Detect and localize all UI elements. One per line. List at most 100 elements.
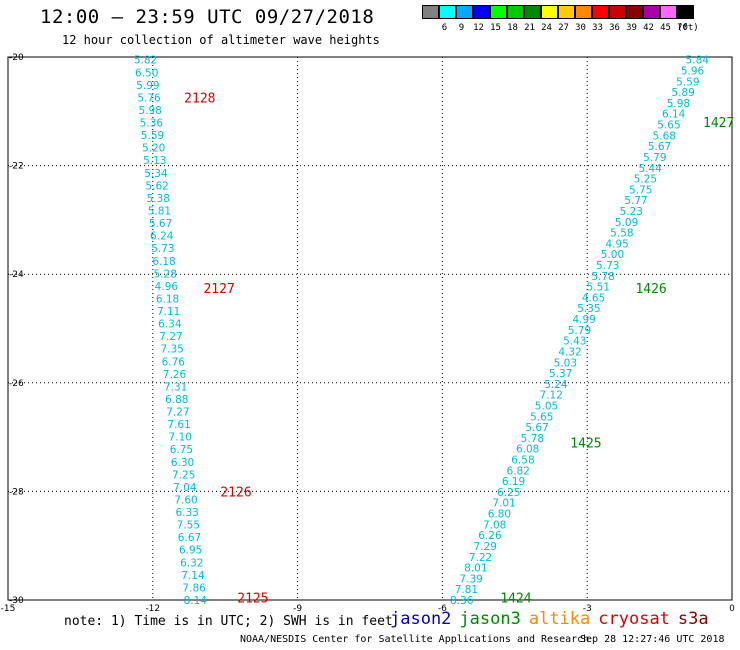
x-tick-label: -3 xyxy=(583,604,592,614)
wave-height-value: 7.29 xyxy=(474,541,497,553)
pass-number-label: 1424 xyxy=(500,591,531,606)
legend-swatch xyxy=(660,5,677,19)
legend-label: 70 xyxy=(677,23,688,33)
wave-height-value: 5.03 xyxy=(554,357,577,369)
legend-swatch xyxy=(541,5,558,19)
legend-label: 12 xyxy=(473,23,484,33)
wave-height-value: 5.38 xyxy=(147,193,170,205)
wave-height-value: 7.04 xyxy=(173,482,197,494)
wave-height-value: 8.01 xyxy=(464,563,487,575)
wave-height-value: 7.61 xyxy=(167,419,190,431)
legend-swatch xyxy=(677,5,694,19)
wave-height-value: 6.88 xyxy=(165,394,188,406)
wave-height-value: 6.95 xyxy=(179,545,202,557)
wave-height-value: 6.32 xyxy=(180,557,203,569)
wave-height-value: 5.68 xyxy=(653,130,676,142)
wave-height-value: 7.14 xyxy=(181,570,205,582)
wave-height-value: 7.26 xyxy=(163,369,187,381)
wave-height-value: 6.18 xyxy=(156,293,179,305)
wave-height-value: 7.81 xyxy=(455,584,478,596)
y-tick-label: -24 xyxy=(9,270,24,280)
satellite-legend: jason2 jason3 altika cryosat s3a xyxy=(390,609,717,629)
x-tick-label: -15 xyxy=(1,604,16,614)
pass-number-label: 2127 xyxy=(203,282,234,297)
wave-height-value: 5.43 xyxy=(563,336,586,348)
legend-label: 42 xyxy=(643,23,654,33)
legend-swatch xyxy=(592,5,609,19)
wave-height-value: 5.59 xyxy=(676,76,699,88)
wave-height-value: 6.76 xyxy=(162,356,186,368)
wave-height-value: 7.60 xyxy=(174,494,197,506)
wave-height-value: 7.01 xyxy=(492,498,515,510)
legend-label: 24 xyxy=(541,23,552,33)
wave-height-value: 5.35 xyxy=(577,303,600,315)
pass-number-label: 1425 xyxy=(570,437,601,452)
legend-label: 6 xyxy=(441,23,448,33)
wave-height-value: 5.67 xyxy=(648,141,671,153)
legend-swatch xyxy=(490,5,507,19)
wave-height-value: 6.33 xyxy=(175,507,198,519)
wave-height-value: 5.24 xyxy=(544,379,568,391)
wave-height-value: 4.96 xyxy=(155,281,179,293)
wave-height-value: 8.36 xyxy=(450,595,474,607)
wave-height-value: 6.08 xyxy=(516,444,539,456)
wave-height-value: 5.67 xyxy=(525,422,548,434)
wave-height-value: 5.34 xyxy=(144,168,168,180)
pass-number-label: 2128 xyxy=(184,92,215,107)
credit-text: NOAA/NESDIS Center for Satellite Applica… xyxy=(240,634,590,645)
pass-number-label: 1426 xyxy=(635,282,666,297)
satellite-name-altika: altika xyxy=(528,609,591,629)
wave-height-value: 7.35 xyxy=(160,344,183,356)
legend-label: 45 xyxy=(660,23,671,33)
wave-height-value: 5.82 xyxy=(134,55,157,67)
wave-height-value: 5.73 xyxy=(151,243,174,255)
wave-height-value: 5.25 xyxy=(634,174,657,186)
wave-height-value: 5.81 xyxy=(148,205,171,217)
wave-height-value: 5.89 xyxy=(671,87,694,99)
timestamp-text: Sep 28 12:27:46 UTC 2018 xyxy=(580,634,725,645)
wave-height-value: 7.08 xyxy=(483,519,506,531)
wave-height-value: 4.65 xyxy=(582,292,605,304)
footer: NOAA/NESDIS Center for Satellite Applica… xyxy=(240,634,725,645)
wave-height-value: 6.50 xyxy=(135,67,158,79)
y-tick-label: -28 xyxy=(9,487,24,497)
wave-height-value: 4.95 xyxy=(605,238,628,250)
y-tick-label: -22 xyxy=(9,162,24,172)
wave-height-value: 7.55 xyxy=(177,520,200,532)
wave-height-value: 5.67 xyxy=(149,218,172,230)
wave-height-value: 7.86 xyxy=(182,582,206,594)
wave-height-value: 7.12 xyxy=(540,390,563,402)
wave-height-value: 5.37 xyxy=(549,368,572,380)
wave-height-value: 5.79 xyxy=(643,152,666,164)
legend-label: 36 xyxy=(609,23,620,33)
wave-height-value: 5.78 xyxy=(591,271,614,283)
wave-height-value: 6.14 xyxy=(662,109,686,121)
map-frame xyxy=(7,56,733,601)
pass-number-label: 2126 xyxy=(220,485,251,500)
wave-height-value: 7.25 xyxy=(172,469,195,481)
wave-height-value: 8.14 xyxy=(184,595,208,607)
legend-label: 9 xyxy=(458,23,465,33)
legend-swatch xyxy=(626,5,643,19)
legend-unit: (ft) xyxy=(677,23,699,33)
pass-number-label: 1427 xyxy=(703,116,734,131)
wave-height-value: 5.36 xyxy=(140,118,164,130)
wave-height-value: 5.28 xyxy=(154,268,177,280)
wave-height-value: 7.11 xyxy=(157,306,180,318)
wave-height-value: 5.59 xyxy=(141,130,164,142)
wave-height-value: 5.51 xyxy=(587,282,610,294)
wave-height-value: 6.18 xyxy=(152,256,175,268)
satellite-name-cryosat: cryosat xyxy=(598,609,670,629)
legend-label: 33 xyxy=(592,23,603,33)
wave-height-value: 6.75 xyxy=(170,444,193,456)
wave-height-value: 5.65 xyxy=(657,120,680,132)
wave-height-value: 5.96 xyxy=(681,66,705,78)
y-tick-label: -30 xyxy=(9,596,24,606)
legend-swatch xyxy=(524,5,541,19)
note-text: note: 1) Time is in UTC; 2) SWH is in fe… xyxy=(64,614,393,629)
wave-height-value: 6.80 xyxy=(488,509,511,521)
wave-height-value: 4.99 xyxy=(572,314,595,326)
wave-height-value: 7.22 xyxy=(469,552,492,564)
legend-label: 21 xyxy=(524,23,535,33)
